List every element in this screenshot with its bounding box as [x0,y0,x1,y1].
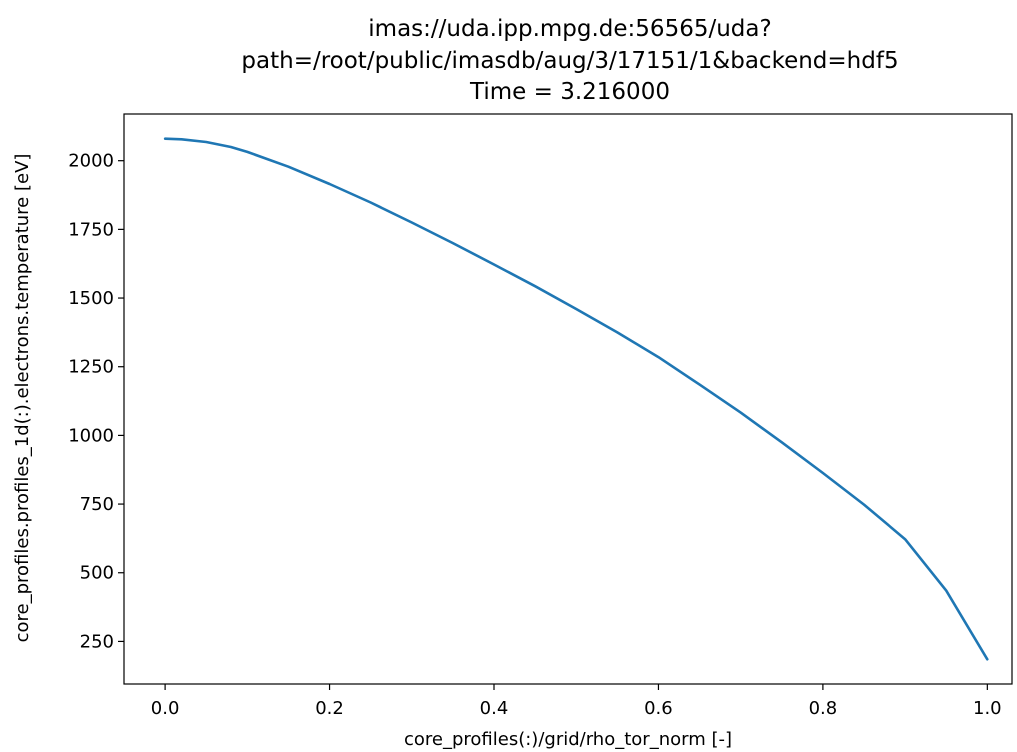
y-tick-label: 1250 [68,357,114,378]
y-axis: 250 500 750 1000 1250 1500 1750 2000 [68,151,124,652]
x-tick-label: 0.6 [644,698,673,719]
x-tick-label: 0.0 [151,698,180,719]
y-tick-label: 250 [80,631,114,652]
y-tick-label: 1750 [68,219,114,240]
y-axis-label: core_profiles.profiles_1d(:).electrons.t… [12,154,33,643]
y-tick-label: 1500 [68,288,114,309]
x-axis: 0.0 0.2 0.4 0.6 0.8 1.0 [151,684,1002,719]
x-tick-label: 1.0 [973,698,1002,719]
title-line-1: imas://uda.ipp.mpg.de:56565/uda? [368,16,771,42]
chart-title: imas://uda.ipp.mpg.de:56565/uda? path=/r… [241,16,898,105]
y-tick-label: 750 [80,494,114,515]
y-tick-label: 500 [80,563,114,584]
x-tick-label: 0.2 [315,698,344,719]
temperature-profile-line [163,137,989,661]
y-tick-label: 1000 [68,425,114,446]
x-axis-label: core_profiles(:)/grid/rho_tor_norm [-] [404,729,732,750]
title-line-2: path=/root/public/imasdb/aug/3/17151/1&b… [241,48,898,74]
plot-area: 0.0 0.2 0.4 0.6 0.8 1.0 250 500 750 1000 1250 1500… [68,113,1013,719]
x-tick-label: 0.4 [480,698,509,719]
x-tick-label: 0.8 [809,698,838,719]
axes-frame [123,113,1013,685]
y-tick-label: 2000 [68,151,114,172]
series-layer [163,137,989,661]
title-line-3: Time = 3.216000 [469,79,670,105]
